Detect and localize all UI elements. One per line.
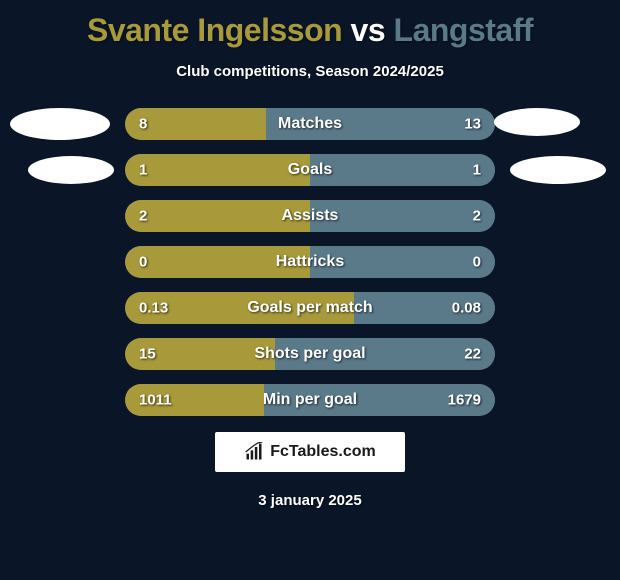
- vs-label: vs: [351, 12, 386, 48]
- player2-value: 1: [473, 162, 481, 179]
- stat-row: Shots per goal15 22: [125, 338, 495, 370]
- player2-value: 22: [464, 346, 481, 363]
- decorative-ellipse: [510, 156, 606, 184]
- stat-label: Assists: [125, 207, 495, 225]
- player2-value: 0.08: [452, 300, 481, 317]
- date-label: 3 january 2025: [0, 492, 620, 509]
- decorative-ellipse: [28, 156, 114, 184]
- player1-value: 1011: [139, 392, 172, 409]
- player1-value: 15: [139, 346, 156, 363]
- page-title: Svante Ingelsson vs Langstaff: [0, 0, 620, 49]
- stat-label: Min per goal: [125, 391, 495, 409]
- decorative-ellipse: [10, 108, 110, 140]
- stat-row: Min per goal1011 1679: [125, 384, 495, 416]
- subtitle: Club competitions, Season 2024/2025: [0, 63, 620, 80]
- player1-value: 8: [139, 116, 147, 133]
- decorative-ellipse: [494, 108, 580, 136]
- stat-label: Goals: [125, 161, 495, 179]
- player1-value: 0.13: [139, 300, 168, 317]
- chart-icon: [244, 442, 264, 462]
- stat-label: Goals per match: [125, 299, 495, 317]
- stat-row: Matches8 13: [125, 108, 495, 140]
- player1-name: Svante Ingelsson: [87, 12, 342, 48]
- player2-name: Langstaff: [394, 12, 534, 48]
- stat-row: Goals per match0.13 0.08: [125, 292, 495, 324]
- brand-badge: FcTables.com: [215, 432, 405, 472]
- player2-value: 1679: [448, 392, 481, 409]
- player2-value: 2: [473, 208, 481, 225]
- player1-value: 0: [139, 254, 147, 271]
- stat-label: Hattricks: [125, 253, 495, 271]
- player2-value: 13: [464, 116, 481, 133]
- player1-value: 2: [139, 208, 147, 225]
- stat-label: Shots per goal: [125, 345, 495, 363]
- stat-bars: Matches813Goals11Assists22Hattricks00Goa…: [125, 108, 495, 416]
- stat-label: Matches: [125, 115, 495, 133]
- brand-text: FcTables.com: [270, 443, 376, 461]
- stat-row: Hattricks0 0: [125, 246, 495, 278]
- chart-area: Matches813Goals11Assists22Hattricks00Goa…: [0, 108, 620, 416]
- player1-value: 1: [139, 162, 147, 179]
- player2-value: 0: [473, 254, 481, 271]
- stat-row: Assists2 2: [125, 200, 495, 232]
- stat-row: Goals1 1: [125, 154, 495, 186]
- comparison-infographic: Svante Ingelsson vs Langstaff Club compe…: [0, 0, 620, 580]
